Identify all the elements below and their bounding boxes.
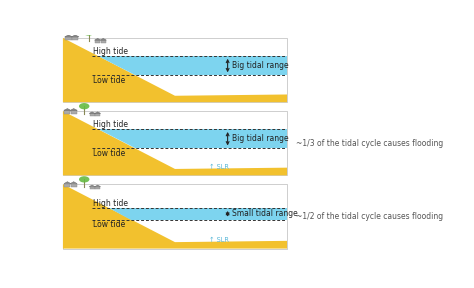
Polygon shape <box>72 35 79 37</box>
Bar <box>65 37 72 40</box>
Polygon shape <box>64 182 71 184</box>
Text: High tide: High tide <box>93 47 128 56</box>
Bar <box>63 38 287 102</box>
Bar <box>63 184 287 249</box>
Polygon shape <box>100 38 106 40</box>
Polygon shape <box>89 112 95 113</box>
Bar <box>95 113 100 116</box>
Text: ~1/2 of the tidal cycle causes flooding: ~1/2 of the tidal cycle causes flooding <box>296 212 443 221</box>
Polygon shape <box>98 129 287 148</box>
Polygon shape <box>64 109 71 110</box>
Text: ↑ SLR: ↑ SLR <box>209 164 228 170</box>
Text: Big tidal range: Big tidal range <box>232 134 288 143</box>
Text: Low tide: Low tide <box>93 149 126 158</box>
Bar <box>71 184 77 187</box>
Text: High tide: High tide <box>93 120 128 129</box>
Polygon shape <box>94 38 101 40</box>
Bar <box>90 113 94 116</box>
Polygon shape <box>70 182 77 184</box>
Circle shape <box>79 103 90 109</box>
Text: Low tide: Low tide <box>93 220 126 229</box>
Polygon shape <box>63 184 287 249</box>
Circle shape <box>79 176 90 183</box>
Bar <box>63 111 287 175</box>
Polygon shape <box>89 185 95 187</box>
Text: Small tidal range: Small tidal range <box>232 209 297 218</box>
Bar <box>64 110 70 114</box>
Text: High tide: High tide <box>93 199 128 208</box>
Polygon shape <box>63 111 287 175</box>
Polygon shape <box>63 38 287 102</box>
Polygon shape <box>65 35 73 37</box>
Bar <box>64 184 70 187</box>
Text: ~1/3 of the tidal cycle causes flooding: ~1/3 of the tidal cycle causes flooding <box>296 139 444 148</box>
Text: Low tide: Low tide <box>93 75 126 84</box>
Bar <box>95 187 100 190</box>
Circle shape <box>83 29 94 36</box>
Polygon shape <box>98 56 287 75</box>
Bar <box>71 110 77 114</box>
Polygon shape <box>95 112 100 113</box>
Bar <box>100 40 106 43</box>
Text: ↑ SLR: ↑ SLR <box>209 237 228 243</box>
Polygon shape <box>95 185 100 187</box>
Text: Big tidal range: Big tidal range <box>232 61 288 70</box>
Polygon shape <box>109 208 287 220</box>
Bar <box>72 37 79 40</box>
Bar <box>95 40 100 43</box>
Polygon shape <box>70 109 77 110</box>
Bar <box>90 187 94 190</box>
